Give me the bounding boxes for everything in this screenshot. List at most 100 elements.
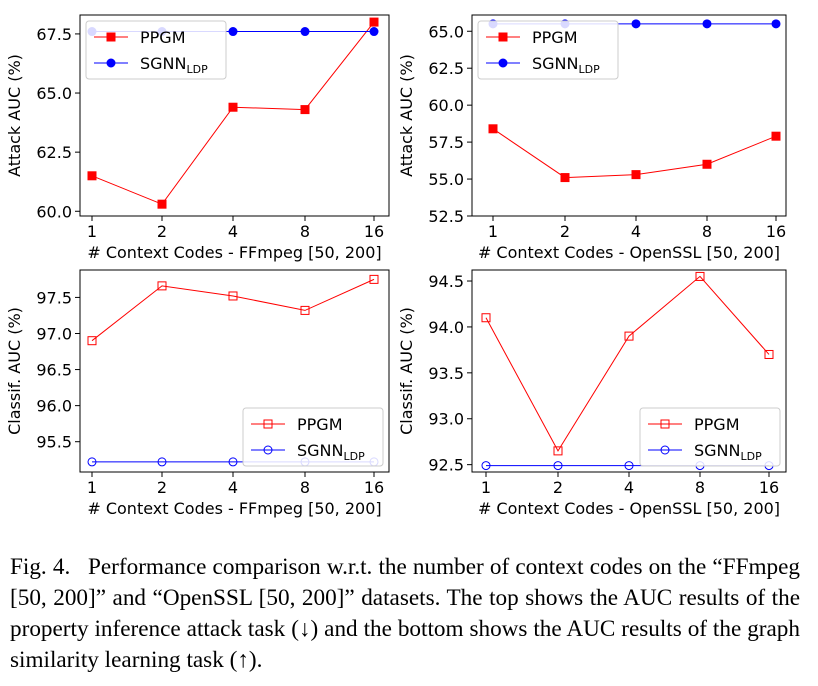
chart-panel-3: 95.5 96.0 96.5 97.0 97.5 1 2 4 8 16 # Context Code… <box>5 269 390 518</box>
legend-label-subscript: LDP <box>741 450 763 463</box>
y-tick-label: 95.5 <box>36 433 72 452</box>
x-tick-label: 16 <box>759 478 779 497</box>
legend-label-subscript: LDP <box>579 63 601 76</box>
y-tick-label: 94.0 <box>428 318 464 337</box>
data-point <box>631 19 641 29</box>
x-tick-label: 4 <box>624 478 634 497</box>
data-point <box>702 159 712 169</box>
x-axis-label: # Context Codes - OpenSSL [50, 200] <box>478 499 780 518</box>
series-ppgm <box>488 124 781 183</box>
data-point <box>553 446 563 456</box>
data-point <box>481 313 491 323</box>
legend-label-subscript: LDP <box>187 63 209 76</box>
data-point <box>300 305 310 315</box>
data-point <box>624 331 634 341</box>
legend-label: PPGM <box>694 415 740 434</box>
y-axis-label: Attack AUC (%) <box>397 54 416 177</box>
y-tick-label: 65.0 <box>428 22 464 41</box>
y-tick-label: 97.0 <box>36 324 72 343</box>
y-tick-label: 92.5 <box>428 456 464 475</box>
y-tick-label: 94.5 <box>428 272 464 291</box>
plot-area <box>79 269 390 473</box>
data-point <box>481 461 491 471</box>
chart-panel-4: 92.5 93.0 93.5 94.0 94.5 1 2 4 8 16 # Context Code… <box>397 269 787 518</box>
data-point <box>87 457 97 467</box>
legend-marker <box>498 58 508 68</box>
x-tick-label: 1 <box>488 222 498 241</box>
x-tick-label: 1 <box>481 478 491 497</box>
data-point <box>228 291 238 301</box>
legend-label: PPGM <box>297 415 343 434</box>
series-ppgm <box>87 17 379 209</box>
series-line <box>91 278 375 342</box>
series-ppgm <box>87 274 379 346</box>
data-point <box>157 199 167 209</box>
legend-frame <box>85 20 227 80</box>
legend-marker <box>660 445 670 455</box>
x-tick-label: 1 <box>87 222 97 241</box>
data-point <box>369 17 379 27</box>
x-axis-label: # Context Codes - FFmpeg [50, 200] <box>87 499 381 518</box>
x-axis-label: # Context Codes - FFmpeg [50, 200] <box>87 243 381 262</box>
data-point <box>369 27 379 37</box>
x-tick-label: 2 <box>157 222 167 241</box>
data-point <box>157 281 167 291</box>
legend-marker <box>106 58 116 68</box>
x-tick-label: 8 <box>695 478 705 497</box>
figure-caption: Fig. 4. Performance comparison w.r.t. th… <box>10 554 800 673</box>
data-point <box>157 457 167 467</box>
x-tick-label: 16 <box>364 222 384 241</box>
legend-marker <box>498 32 508 42</box>
legend-frame <box>477 20 619 80</box>
y-tick-label: 93.0 <box>428 410 464 429</box>
legend-label: PPGM <box>532 28 578 47</box>
data-point <box>87 336 97 346</box>
legend-label: PPGM <box>140 28 186 47</box>
y-tick-label: 62.5 <box>428 59 464 78</box>
legend-label-subscript: LDP <box>344 450 366 463</box>
chart-panel-2: 52.5 55.0 57.5 60.0 62.5 65.0 1 2 4 8 16 # Context … <box>397 14 787 262</box>
y-tick-label: 67.5 <box>36 25 72 44</box>
y-tick-label: 57.5 <box>428 133 464 152</box>
y-tick-label: 60.0 <box>428 96 464 115</box>
y-axis-label: Attack AUC (%) <box>5 54 24 177</box>
y-tick-label: 65.0 <box>36 84 72 103</box>
data-point <box>87 171 97 181</box>
x-tick-label: 4 <box>228 478 238 497</box>
plot-area <box>471 14 787 217</box>
x-tick-label: 1 <box>87 478 97 497</box>
data-point <box>300 105 310 115</box>
y-tick-label: 97.5 <box>36 288 72 307</box>
data-point <box>764 349 774 359</box>
y-tick-label: 52.5 <box>428 207 464 226</box>
x-tick-label: 2 <box>553 478 563 497</box>
x-tick-label: 4 <box>228 222 238 241</box>
data-point <box>300 27 310 37</box>
x-tick-label: 4 <box>631 222 641 241</box>
data-point <box>228 457 238 467</box>
chart-panel-1: 60.0 62.5 65.0 67.5 1 2 4 8 16 # Context Codes - … <box>5 14 390 262</box>
x-tick-label: 8 <box>702 222 712 241</box>
data-point <box>702 19 712 29</box>
data-point <box>695 271 705 281</box>
x-tick-label: 16 <box>364 478 384 497</box>
plot-area <box>79 14 390 217</box>
legend-marker <box>263 445 273 455</box>
data-point <box>228 102 238 112</box>
y-axis-label: Classif. AUC (%) <box>5 307 24 435</box>
data-point <box>369 274 379 284</box>
data-point <box>553 461 563 471</box>
x-axis-label: # Context Codes - OpenSSL [50, 200] <box>478 243 780 262</box>
y-axis-label: Classif. AUC (%) <box>397 307 416 435</box>
data-point <box>631 170 641 180</box>
y-tick-label: 96.0 <box>36 397 72 416</box>
x-tick-label: 8 <box>300 478 310 497</box>
legend-frame <box>639 407 781 467</box>
y-tick-label: 62.5 <box>36 143 72 162</box>
x-tick-label: 2 <box>157 478 167 497</box>
y-tick-label: 60.0 <box>36 202 72 221</box>
y-tick-label: 93.5 <box>428 364 464 383</box>
